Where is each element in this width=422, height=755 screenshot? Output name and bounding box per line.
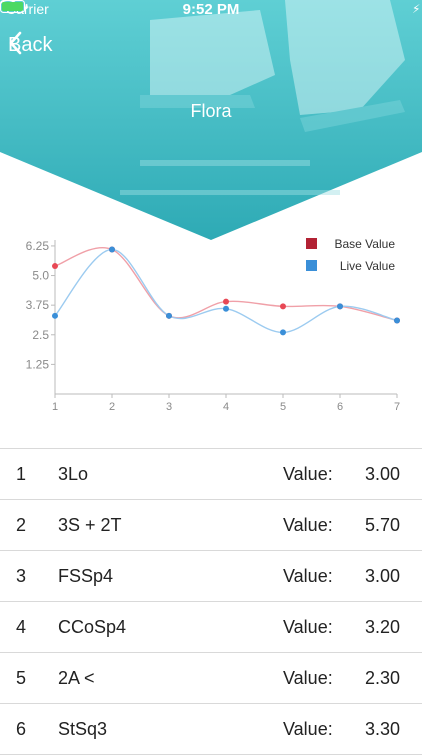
charging-icon: ⚡ [412, 2, 421, 16]
battery-icon [0, 0, 28, 13]
x-tick-label: 2 [109, 401, 115, 413]
back-button[interactable]: Back [8, 31, 52, 59]
value-label: Value: [283, 719, 333, 739]
element-index: 5 [16, 668, 27, 688]
element-code: 3S + 2T [58, 515, 122, 535]
data-point-1-2 [166, 312, 172, 319]
value-label: Value: [283, 515, 333, 535]
data-point-0-0 [52, 263, 58, 270]
hero-background [0, 0, 422, 240]
element-code: 2A < [58, 668, 95, 688]
element-index: 6 [16, 719, 27, 739]
value-label: Value: [283, 566, 333, 586]
list-item[interactable]: 6 StSq3 Value: 3.30 [0, 703, 422, 755]
element-value: 5.70 [364, 515, 400, 535]
element-index: 1 [16, 464, 27, 484]
element-code: StSq3 [58, 719, 108, 739]
element-code: CCoSp4 [58, 617, 127, 637]
legend-swatch [306, 260, 317, 271]
y-tick-label: 6.25 [26, 239, 50, 253]
element-index: 2 [16, 515, 27, 535]
legend-label: Live Value [340, 259, 395, 273]
value-chart: 1.25 2.5 3.75 5.0 6.25 1 2 3 4 5 6 7 Base Value Live… [26, 237, 400, 413]
x-tick-label: 4 [223, 401, 229, 413]
y-tick-label: 3.75 [26, 298, 50, 312]
list-item[interactable]: 5 2A < Value: 2.30 [0, 652, 422, 703]
x-tick-label: 1 [52, 401, 58, 413]
list-item[interactable]: 1 3Lo Value: 3.00 [0, 448, 422, 499]
y-tick-label: 1.25 [26, 357, 50, 371]
clock-label: 9:52 PM [182, 1, 240, 18]
back-label: Back [8, 33, 53, 56]
element-value: 3.00 [364, 566, 400, 586]
status-bar: Carrier 9:52 PM ⚡ [0, 0, 422, 20]
element-value: 2.30 [364, 668, 400, 688]
element-index: 4 [16, 617, 27, 637]
element-value: 3.00 [364, 464, 400, 484]
element-value: 3.20 [364, 617, 400, 637]
chevron-left-icon [9, 31, 22, 55]
element-code: 3Lo [58, 464, 89, 484]
hero-header: Carrier 9:52 PM ⚡ Back Flora [0, 0, 422, 240]
page-title: Flora [190, 101, 232, 121]
element-list: 1 3Lo Value: 3.00 2 3S + 2T Value: 5.70 3 FSSp4 Va… [0, 448, 422, 755]
legend-swatch [306, 238, 317, 249]
y-tick-label: 5.0 [32, 269, 49, 283]
value-label: Value: [283, 464, 333, 484]
value-label: Value: [283, 617, 333, 637]
value-label: Value: [283, 668, 333, 688]
data-point-1-3 [223, 305, 229, 312]
x-tick-label: 5 [280, 401, 286, 413]
element-index: 3 [16, 566, 27, 586]
legend-label: Base Value [335, 237, 396, 251]
x-tick-label: 7 [394, 401, 400, 413]
data-point-1-5 [337, 303, 343, 310]
data-point-1-1 [109, 246, 115, 253]
list-item[interactable]: 3 FSSp4 Value: 3.00 [0, 550, 422, 601]
data-point-1-4 [280, 329, 286, 336]
x-tick-label: 6 [337, 401, 343, 413]
data-point-0-4 [280, 303, 286, 310]
element-code: FSSp4 [58, 566, 114, 586]
list-item[interactable]: 4 CCoSp4 Value: 3.20 [0, 601, 422, 652]
skates-illustration [120, 0, 405, 195]
x-tick-label: 3 [166, 401, 172, 413]
list-item[interactable]: 2 3S + 2T Value: 5.70 [0, 499, 422, 550]
data-point-1-6 [394, 317, 400, 324]
y-tick-label: 2.5 [32, 328, 49, 342]
data-point-1-0 [52, 312, 58, 319]
data-point-0-3 [223, 298, 229, 305]
element-value: 3.30 [364, 719, 400, 739]
